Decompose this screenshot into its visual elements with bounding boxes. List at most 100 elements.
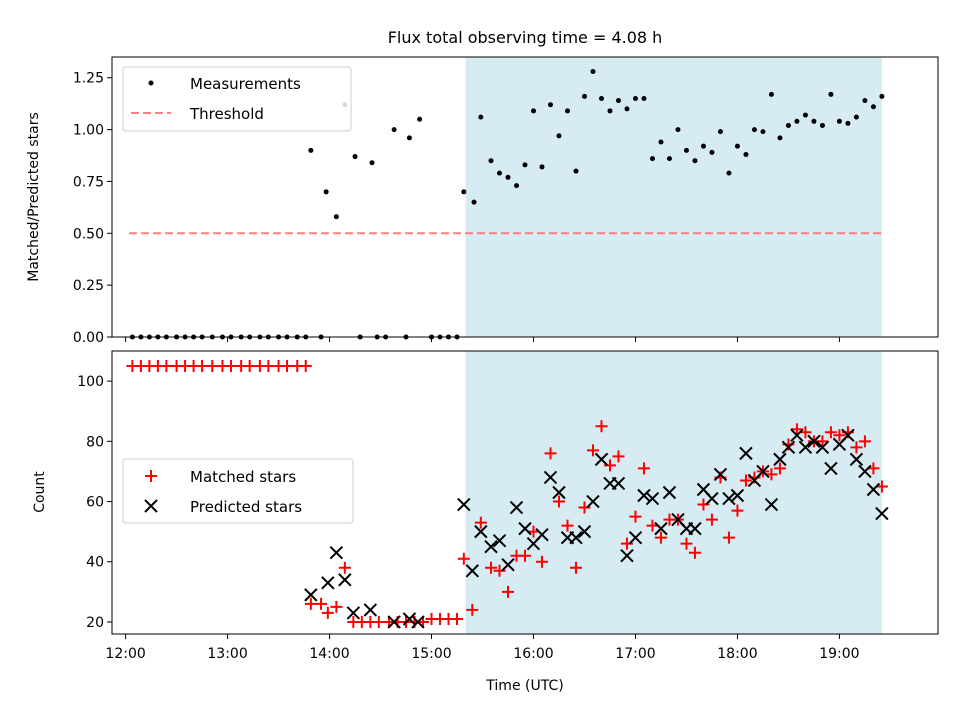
matched-star-point [338, 561, 351, 574]
matched-star-point [722, 531, 735, 544]
top-ytick-label-2: 0.50 [73, 226, 104, 242]
measurement-point [522, 162, 528, 168]
predicted-star-point [841, 428, 855, 443]
measurement-point [845, 120, 851, 126]
xtick-label-0: 12:00 [105, 646, 145, 662]
measurement-point [777, 135, 783, 141]
predicted-star-point [764, 497, 779, 512]
bottom-legend-box [122, 458, 354, 524]
measurement-point [862, 98, 868, 104]
matched-star-point [603, 459, 616, 472]
matched-star-point [569, 561, 582, 574]
measurement-point [598, 95, 604, 101]
measurement-point [717, 129, 723, 135]
matched-star-point [824, 426, 837, 439]
measurement-point [700, 143, 706, 149]
matched-star-point [527, 525, 540, 538]
measurement-point [828, 91, 834, 97]
predicted-star-point [620, 549, 634, 563]
top-panel-frame [111, 56, 939, 338]
predicted-star-point [535, 527, 549, 542]
predicted-star-point [552, 485, 566, 500]
bot-ytick-label-2: 60 [86, 495, 104, 511]
predicted-star-point [628, 530, 643, 545]
xtick-label-1: 13:00 [207, 646, 247, 662]
matched-star-point [281, 360, 294, 373]
matched-star-point [321, 606, 334, 619]
matched-star-point [680, 537, 693, 550]
predicted-star-point [569, 530, 583, 545]
matched-star-point [457, 552, 470, 565]
matched-star-point [773, 462, 786, 475]
predicted-star-point [484, 539, 498, 554]
predicted-star-point [586, 494, 600, 509]
predicted-star-point [756, 464, 770, 479]
matched-star-point [299, 360, 312, 373]
matched-star-point [493, 564, 506, 577]
top-panel-ylabel: Matched/Predicted stars [26, 112, 42, 282]
measurement-point [547, 102, 553, 108]
xtick-label-3: 15:00 [411, 646, 451, 662]
predicted-star-point [346, 606, 361, 620]
matched-star-point [697, 498, 710, 511]
predicted-star-point [304, 588, 318, 602]
predicted-star-point [457, 497, 471, 512]
measurement-point [734, 143, 740, 149]
matched-star-point [790, 423, 803, 436]
measurement-point [581, 93, 587, 99]
measurement-point [649, 156, 655, 162]
matched-star-point [206, 360, 219, 373]
measurement-point [709, 149, 715, 155]
bottom-legend: Matched stars Predicted stars [122, 458, 354, 524]
predicted-star-point [637, 488, 651, 503]
measurement-point [369, 160, 375, 166]
xtick-label-2: 14:00 [309, 646, 349, 662]
measurement-point [675, 127, 681, 133]
bottom-panel-frame [111, 350, 939, 635]
measurement-point [743, 151, 749, 157]
matched-star-point [586, 444, 599, 457]
top-legend: Measurements Threshold [122, 66, 352, 132]
measurement-point [658, 139, 664, 145]
matched-star-point [224, 360, 237, 373]
predicted-star-point [501, 558, 515, 572]
bot-ytick-label-3: 80 [86, 434, 104, 450]
predicted-star-point [329, 546, 344, 560]
matched-star-point [552, 495, 565, 508]
predicted-star-point [611, 476, 626, 491]
matched-star-point [765, 468, 778, 481]
predicted-star-point [866, 482, 881, 497]
legend-measurements-marker [148, 80, 154, 86]
matched-star-point [654, 531, 667, 544]
measurement-point [870, 104, 876, 110]
matched-star-point [535, 555, 548, 568]
legend-matched-label: Matched stars [190, 468, 296, 486]
legend-predicted-marker [144, 499, 158, 513]
chart-title: Flux total observing time = 4.08 h [388, 28, 663, 47]
measurement-point [683, 147, 689, 153]
predicted-star-point [798, 440, 813, 455]
predicted-star-point [363, 603, 378, 617]
matched-star-point [578, 501, 591, 514]
predicted-star-point [509, 500, 524, 515]
measurement-point [811, 118, 817, 124]
measurement-point [497, 170, 503, 176]
predicted-star-point [705, 491, 719, 506]
measurement-point [514, 183, 520, 189]
measurement-point [726, 170, 732, 176]
matched-star-point [637, 462, 650, 475]
xtick-label-6: 18:00 [717, 646, 757, 662]
predicted-star-point [594, 452, 609, 467]
matched-star-point [304, 597, 317, 610]
predicted-star-point [773, 452, 787, 467]
measurement-point [751, 127, 757, 133]
predicted-star-point [849, 452, 864, 467]
measurement-point [333, 214, 339, 220]
matched-star-point [196, 360, 209, 373]
measurement-point [785, 122, 791, 128]
measurement-point [478, 114, 484, 120]
matched-star-point [519, 549, 531, 562]
predicted-star-point [543, 470, 558, 485]
measurement-point [819, 122, 825, 128]
top-ytick-label-0: 0.00 [73, 330, 104, 346]
